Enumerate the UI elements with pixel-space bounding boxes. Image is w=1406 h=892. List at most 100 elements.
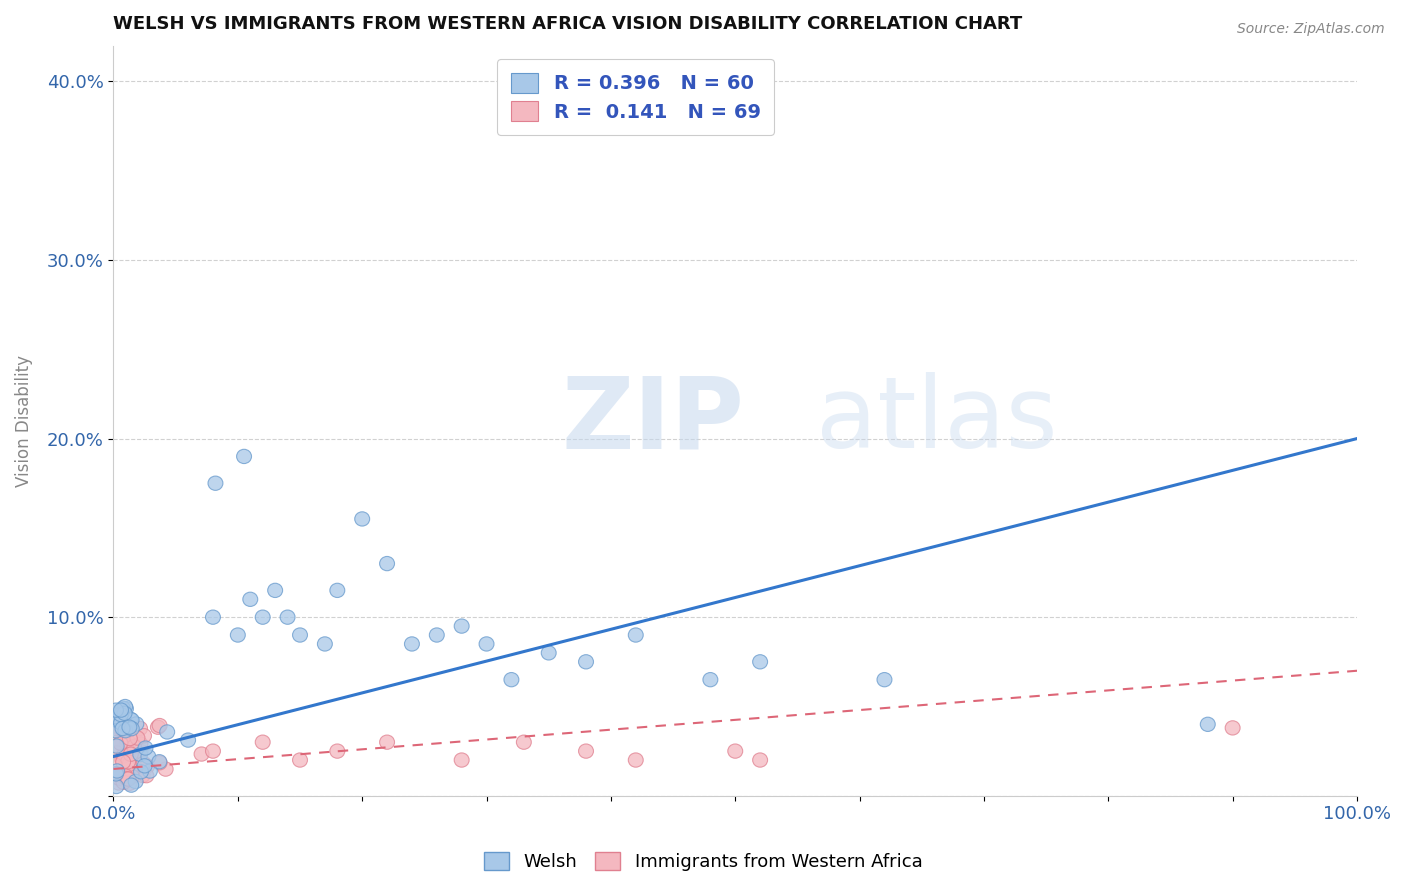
Ellipse shape <box>112 749 128 764</box>
Ellipse shape <box>107 757 122 772</box>
Ellipse shape <box>122 776 136 790</box>
Ellipse shape <box>134 764 149 779</box>
Ellipse shape <box>111 776 127 790</box>
Ellipse shape <box>112 736 128 750</box>
Ellipse shape <box>292 753 308 767</box>
Ellipse shape <box>114 723 129 737</box>
Ellipse shape <box>114 707 128 722</box>
Ellipse shape <box>136 729 152 743</box>
Ellipse shape <box>127 739 142 754</box>
Ellipse shape <box>256 610 270 624</box>
Ellipse shape <box>132 747 148 762</box>
Ellipse shape <box>121 721 135 735</box>
Ellipse shape <box>354 512 370 526</box>
Ellipse shape <box>267 583 283 598</box>
Ellipse shape <box>118 701 134 715</box>
Ellipse shape <box>114 703 128 717</box>
Ellipse shape <box>578 655 593 669</box>
Ellipse shape <box>111 772 127 786</box>
Ellipse shape <box>115 722 129 736</box>
Ellipse shape <box>380 735 395 749</box>
Ellipse shape <box>152 718 167 732</box>
Ellipse shape <box>115 705 129 719</box>
Ellipse shape <box>110 719 124 733</box>
Ellipse shape <box>330 583 344 598</box>
Ellipse shape <box>111 720 125 734</box>
Ellipse shape <box>292 628 308 642</box>
Ellipse shape <box>117 748 131 763</box>
Ellipse shape <box>108 767 124 781</box>
Ellipse shape <box>124 713 139 727</box>
Ellipse shape <box>129 731 145 745</box>
Ellipse shape <box>110 739 124 753</box>
Ellipse shape <box>243 592 257 607</box>
Ellipse shape <box>152 756 167 770</box>
Ellipse shape <box>121 755 135 769</box>
Ellipse shape <box>114 715 128 730</box>
Ellipse shape <box>108 723 124 738</box>
Ellipse shape <box>124 722 139 736</box>
Ellipse shape <box>120 769 134 783</box>
Ellipse shape <box>112 722 128 736</box>
Ellipse shape <box>122 757 136 772</box>
Ellipse shape <box>122 720 136 734</box>
Ellipse shape <box>110 739 124 753</box>
Ellipse shape <box>752 655 768 669</box>
Ellipse shape <box>208 476 224 491</box>
Ellipse shape <box>703 673 718 687</box>
Ellipse shape <box>231 628 245 642</box>
Ellipse shape <box>120 738 134 752</box>
Ellipse shape <box>330 744 344 758</box>
Ellipse shape <box>115 736 129 750</box>
Ellipse shape <box>111 714 127 728</box>
Ellipse shape <box>117 775 131 789</box>
Ellipse shape <box>138 759 152 773</box>
Ellipse shape <box>877 673 891 687</box>
Ellipse shape <box>122 723 136 737</box>
Legend: R = 0.396   N = 60, R =  0.141   N = 69: R = 0.396 N = 60, R = 0.141 N = 69 <box>498 59 775 136</box>
Ellipse shape <box>134 737 148 751</box>
Ellipse shape <box>122 712 138 726</box>
Ellipse shape <box>139 769 153 783</box>
Ellipse shape <box>141 749 156 764</box>
Ellipse shape <box>118 699 132 714</box>
Ellipse shape <box>128 774 143 789</box>
Ellipse shape <box>115 755 131 769</box>
Ellipse shape <box>107 731 122 745</box>
Ellipse shape <box>152 755 167 769</box>
Text: Source: ZipAtlas.com: Source: ZipAtlas.com <box>1237 22 1385 37</box>
Ellipse shape <box>205 744 221 758</box>
Ellipse shape <box>1225 721 1240 735</box>
Ellipse shape <box>118 769 134 783</box>
Ellipse shape <box>132 752 146 766</box>
Y-axis label: Vision Disability: Vision Disability <box>15 355 32 487</box>
Ellipse shape <box>117 706 132 721</box>
Ellipse shape <box>108 780 124 794</box>
Ellipse shape <box>160 725 174 739</box>
Ellipse shape <box>194 747 209 761</box>
Ellipse shape <box>118 774 134 789</box>
Ellipse shape <box>139 759 155 773</box>
Ellipse shape <box>129 717 143 731</box>
Ellipse shape <box>516 735 531 749</box>
Ellipse shape <box>122 731 138 746</box>
Ellipse shape <box>110 746 124 760</box>
Ellipse shape <box>125 769 139 783</box>
Ellipse shape <box>108 713 124 727</box>
Ellipse shape <box>1201 717 1215 731</box>
Ellipse shape <box>578 744 593 758</box>
Ellipse shape <box>429 628 444 642</box>
Ellipse shape <box>628 628 643 642</box>
Text: WELSH VS IMMIGRANTS FROM WESTERN AFRICA VISION DISABILITY CORRELATION CHART: WELSH VS IMMIGRANTS FROM WESTERN AFRICA … <box>114 15 1022 33</box>
Ellipse shape <box>159 762 173 776</box>
Ellipse shape <box>135 768 150 782</box>
Ellipse shape <box>110 764 125 778</box>
Ellipse shape <box>454 619 470 633</box>
Legend: Welsh, Immigrants from Western Africa: Welsh, Immigrants from Western Africa <box>477 845 929 879</box>
Ellipse shape <box>454 753 470 767</box>
Ellipse shape <box>318 637 332 651</box>
Ellipse shape <box>256 735 270 749</box>
Ellipse shape <box>132 722 148 736</box>
Ellipse shape <box>108 766 124 780</box>
Ellipse shape <box>138 741 153 756</box>
